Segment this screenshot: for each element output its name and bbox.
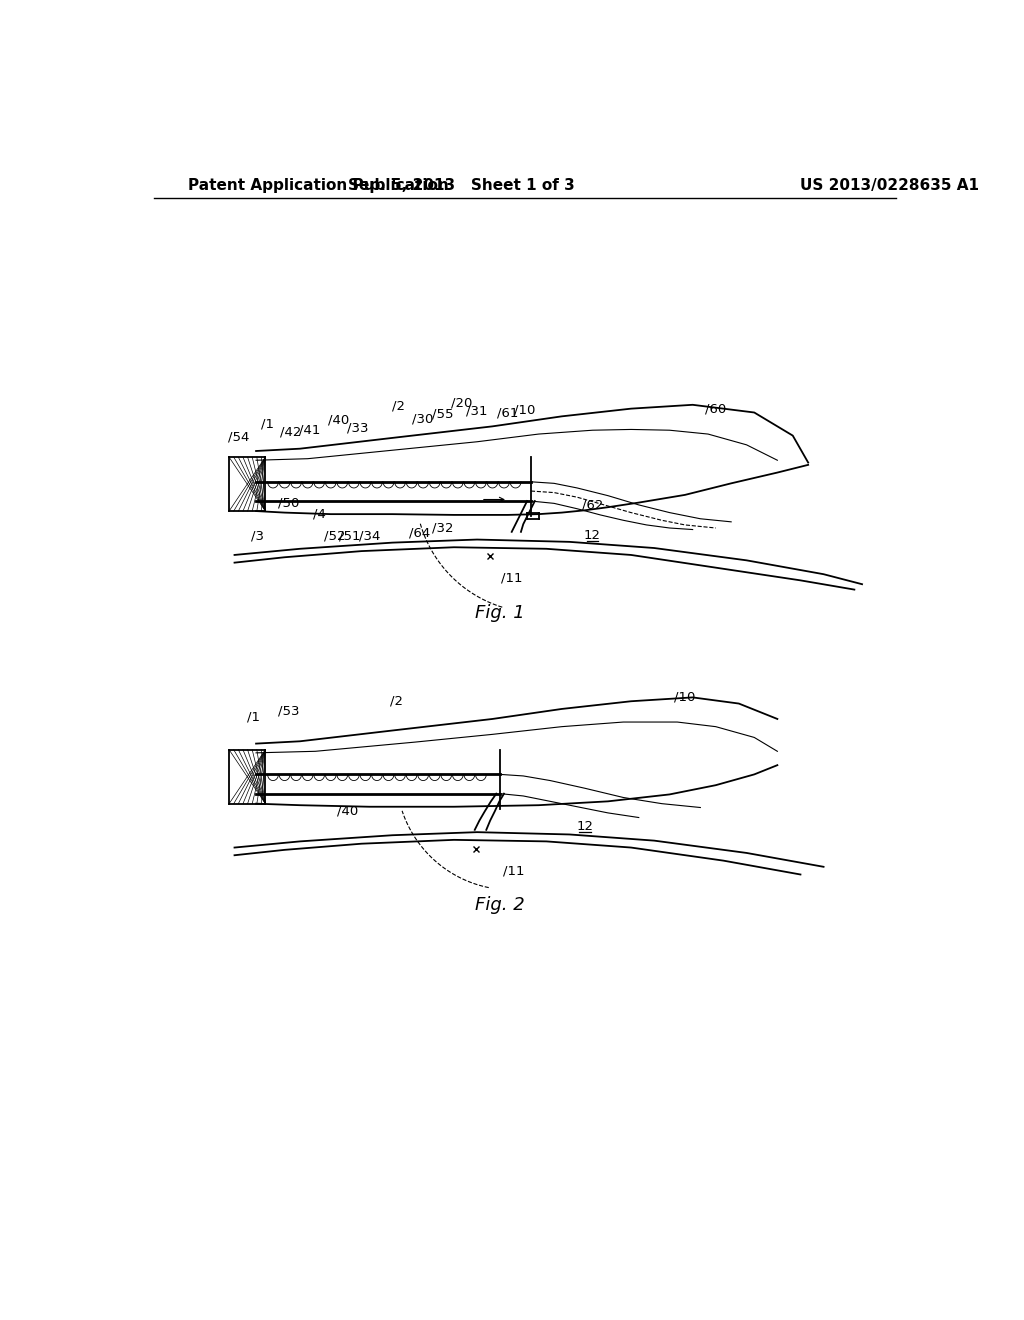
- Text: /2: /2: [392, 400, 406, 413]
- Text: /41: /41: [299, 424, 319, 437]
- Text: 12: 12: [584, 529, 601, 543]
- Text: /11: /11: [501, 572, 522, 585]
- Text: US 2013/0228635 A1: US 2013/0228635 A1: [801, 178, 980, 193]
- Text: 12: 12: [577, 820, 593, 833]
- Text: /64: /64: [409, 527, 430, 540]
- Text: /54: /54: [227, 430, 249, 444]
- Text: /52: /52: [324, 529, 345, 543]
- Text: /61: /61: [498, 407, 518, 418]
- Text: /34: /34: [358, 529, 380, 543]
- Text: /62: /62: [582, 499, 603, 511]
- Text: Sep. 5, 2013   Sheet 1 of 3: Sep. 5, 2013 Sheet 1 of 3: [348, 178, 575, 193]
- Text: /42: /42: [280, 425, 301, 438]
- Text: /20: /20: [451, 397, 472, 409]
- Text: /10: /10: [514, 404, 536, 417]
- Text: /3: /3: [251, 529, 264, 543]
- Text: /4: /4: [312, 508, 326, 520]
- Text: /31: /31: [466, 404, 487, 417]
- Text: /32: /32: [432, 521, 454, 535]
- Text: /30: /30: [413, 412, 434, 425]
- Text: Fig. 1: Fig. 1: [475, 603, 525, 622]
- Text: /40: /40: [337, 805, 358, 818]
- Text: /50: /50: [278, 496, 299, 510]
- Text: /40: /40: [328, 413, 349, 426]
- Text: /11: /11: [503, 865, 524, 878]
- Text: /60: /60: [706, 403, 726, 416]
- Text: /55: /55: [432, 408, 454, 421]
- Text: /2: /2: [390, 694, 402, 708]
- Text: /1: /1: [261, 417, 274, 430]
- Text: /1: /1: [247, 710, 260, 723]
- Text: /51: /51: [339, 529, 360, 543]
- Text: Fig. 2: Fig. 2: [475, 896, 525, 915]
- Text: /33: /33: [347, 421, 369, 434]
- Text: Patent Application Publication: Patent Application Publication: [188, 178, 450, 193]
- Text: /53: /53: [278, 705, 299, 718]
- Text: /10: /10: [674, 690, 695, 704]
